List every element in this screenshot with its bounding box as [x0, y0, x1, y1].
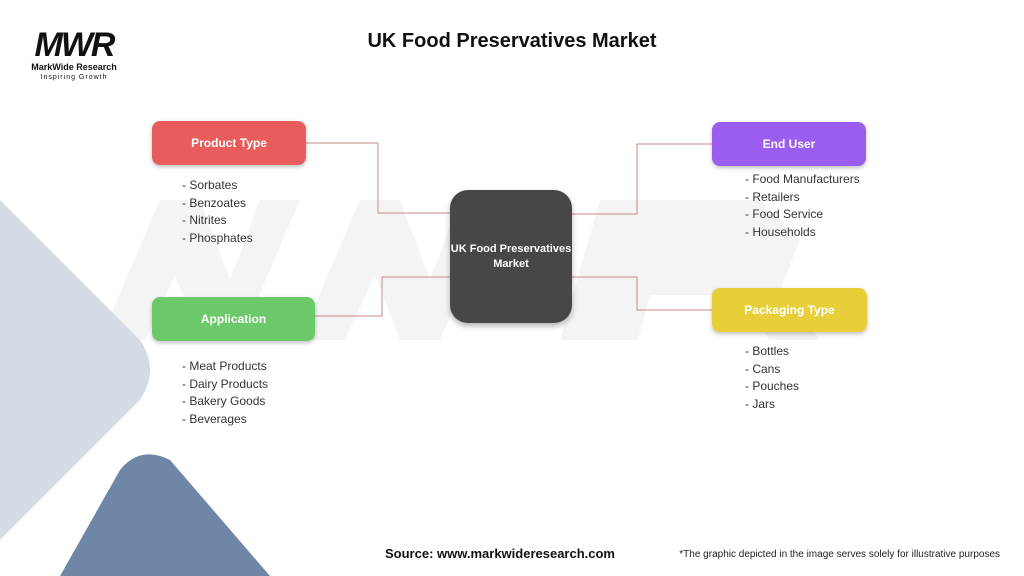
- logo-mark: MWR: [34, 26, 116, 64]
- product-type-list: - Sorbates - Benzoates - Nitrites - Phos…: [182, 178, 253, 249]
- logo: MWR MarkWide Research Inspiring Growth: [22, 28, 126, 82]
- list-item: - Meat Products: [182, 359, 267, 373]
- end-user-list: - Food Manufacturers - Retailers - Food …: [745, 172, 860, 243]
- list-item: - Food Service: [745, 207, 824, 222]
- list-item: - Bakery Goods: [182, 394, 266, 409]
- logo-name: MarkWide Research: [31, 62, 117, 72]
- disclaimer-note: *The graphic depicted in the image serve…: [679, 549, 1000, 560]
- node-product-type: Product Type: [152, 121, 306, 165]
- list-item: - Bottles: [745, 344, 790, 358]
- connector-lines: [306, 142, 713, 317]
- list-item: - Beverages: [182, 412, 247, 427]
- source-text: Source: www.markwideresearch.com: [384, 546, 616, 561]
- page-title: UK Food Preservatives Market: [367, 30, 657, 52]
- packaging-type-list: - Bottles - Cans - Pouches - Jars: [745, 344, 799, 415]
- list-item: - Nitrites: [182, 213, 227, 228]
- list-item: - Jars: [745, 397, 775, 412]
- center-node: UK Food Preservatives Market: [450, 190, 572, 323]
- list-item: - Dairy Products: [182, 376, 269, 391]
- list-item: - Food Manufacturers: [745, 172, 860, 186]
- list-item: - Phosphates: [182, 231, 253, 246]
- list-item: - Pouches: [745, 379, 800, 394]
- node-end-user: End User: [712, 122, 866, 166]
- list-item: - Benzoates: [182, 195, 247, 210]
- logo-tagline: Inspiring Growth: [40, 74, 108, 81]
- application-list: - Meat Products - Dairy Products - Baker…: [182, 359, 268, 430]
- node-packaging-type: Packaging Type: [712, 288, 867, 332]
- node-application: Application: [152, 297, 315, 341]
- list-item: - Households: [745, 225, 816, 240]
- list-item: - Retailers: [745, 189, 800, 204]
- list-item: - Cans: [745, 361, 781, 376]
- list-item: - Sorbates: [182, 178, 238, 192]
